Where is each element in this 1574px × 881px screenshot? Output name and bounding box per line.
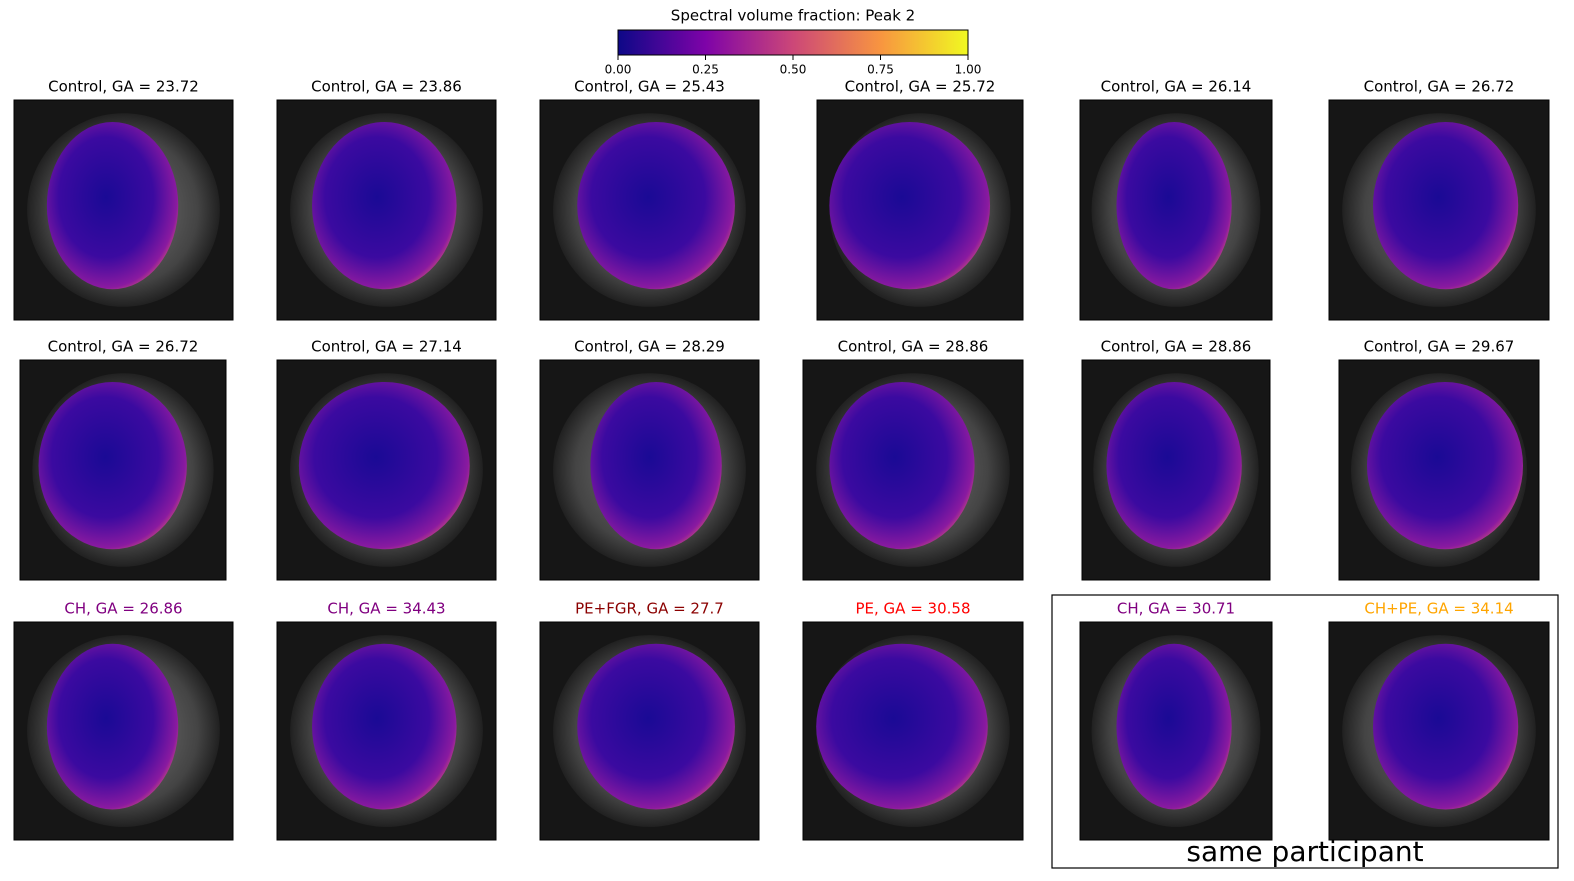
panel-title: CH, GA = 26.86: [64, 600, 182, 618]
panel-title: Control, GA = 23.72: [48, 78, 199, 96]
panel-title: Control, GA = 23.86: [311, 78, 462, 96]
overlay: [1106, 382, 1242, 550]
panel-title: Control, GA = 25.72: [845, 78, 996, 96]
colorbar-tick-label: 0.25: [692, 63, 719, 77]
panel-title: PE, GA = 30.58: [856, 600, 971, 618]
panel-title: CH, GA = 34.43: [327, 600, 445, 618]
overlay: [577, 122, 735, 290]
overlay: [1373, 122, 1519, 290]
overlay: [312, 643, 457, 810]
overlay: [577, 643, 735, 810]
colorbar-tick-label: 0.00: [605, 63, 632, 77]
panel-title: Control, GA = 26.14: [1101, 78, 1252, 96]
overlay: [312, 122, 457, 290]
panel-title: Control, GA = 27.14: [311, 338, 462, 356]
panel-title: Control, GA = 25.43: [574, 78, 725, 96]
overlay: [46, 122, 179, 290]
overlay: [38, 382, 187, 550]
overlay: [1373, 643, 1519, 810]
overlay: [1116, 643, 1232, 810]
overlay: [1367, 382, 1523, 550]
panel-title: Control, GA = 28.86: [1101, 338, 1252, 356]
panel-title: Control, GA = 26.72: [48, 338, 199, 356]
overlay: [46, 643, 179, 810]
overlay: [590, 382, 722, 550]
overlay: [829, 382, 975, 550]
colorbar-title: Spectral volume fraction: Peak 2: [671, 7, 915, 25]
colorbar-tick-label: 1.00: [955, 63, 982, 77]
colorbar: [617, 29, 969, 56]
panel-title: PE+FGR, GA = 27.7: [575, 600, 724, 618]
panel-title: Control, GA = 29.67: [1364, 338, 1515, 356]
panel-title: Control, GA = 26.72: [1364, 78, 1515, 96]
overlay: [1116, 122, 1232, 290]
overlay: [816, 643, 988, 810]
panel-title: Control, GA = 28.29: [574, 338, 725, 356]
overlay: [829, 122, 991, 290]
overlay: [298, 382, 470, 550]
group-box: [1051, 594, 1559, 869]
panel-title: CH+PE, GA = 34.14: [1364, 600, 1513, 618]
colorbar-tick-label: 0.75: [867, 63, 894, 77]
panel-title: Control, GA = 28.86: [838, 338, 989, 356]
panel-title: CH, GA = 30.71: [1117, 600, 1235, 618]
colorbar-tick-label: 0.50: [780, 63, 807, 77]
